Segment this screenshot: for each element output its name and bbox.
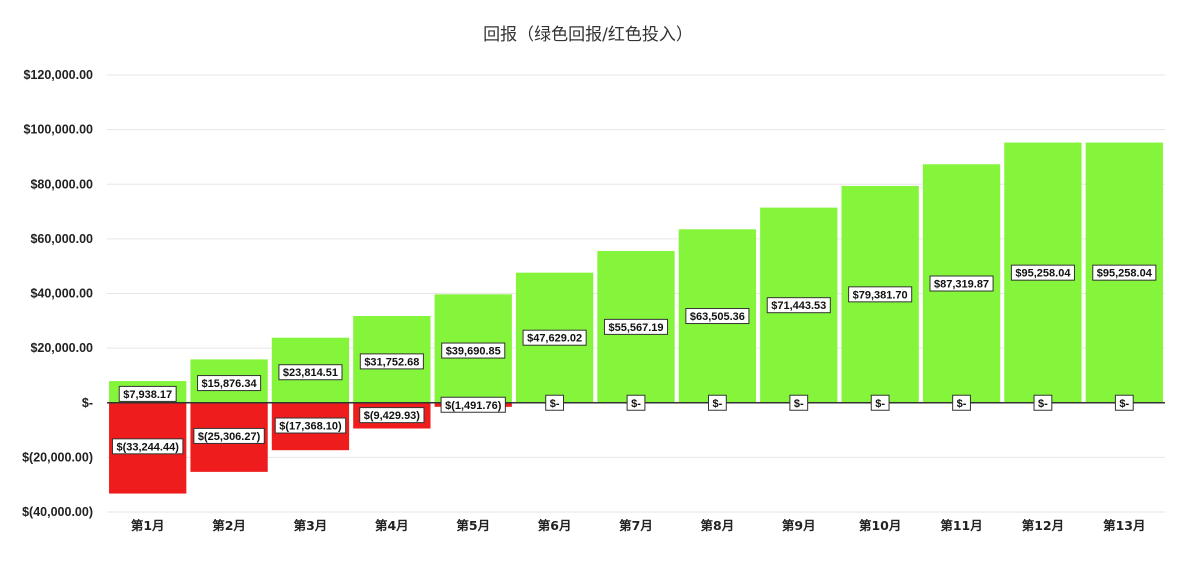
data-label-box (1114, 394, 1134, 411)
data-label: $79,381.70 (853, 289, 908, 301)
data-label-box (118, 385, 177, 402)
y-tick-label: $40,000.00 (30, 287, 93, 301)
data-label-box (440, 396, 506, 413)
y-tick-label: $100,000.00 (23, 123, 93, 137)
data-label: $63,505.36 (690, 311, 745, 323)
data-label-box (789, 394, 809, 411)
data-label-box (359, 407, 425, 424)
data-label-box (952, 394, 971, 411)
data-label-box (274, 417, 347, 434)
data-label-box (278, 364, 343, 381)
data-label-box (766, 297, 831, 314)
data-label: $55,567.19 (608, 322, 663, 334)
data-label-box (545, 394, 565, 411)
x-tick-label: 第9月 (782, 518, 816, 533)
x-tick-label: 第12月 (1022, 518, 1064, 533)
data-label: $15,876.34 (202, 378, 258, 390)
data-label: $(9,429.93) (364, 410, 421, 422)
data-label: $- (1038, 398, 1048, 410)
data-label-box (870, 394, 890, 411)
data-label-box (441, 342, 506, 359)
data-label: $(33,244.44) (116, 441, 179, 453)
data-label: $(1,491.76) (445, 400, 502, 412)
data-label-box (359, 353, 424, 370)
data-label-box (522, 329, 587, 346)
data-label: $39,690.85 (446, 346, 501, 358)
data-label-box (1010, 264, 1075, 281)
data-label: $7,938.17 (123, 389, 172, 401)
data-label-box (1092, 264, 1157, 281)
data-label: $- (957, 398, 967, 410)
x-tick-label: 第4月 (375, 518, 409, 533)
data-label-box (929, 275, 994, 292)
y-axis-tick-labels: $120,000.00 $100,000.00 $80,000.00 $60,000.… (22, 68, 93, 519)
y-tick-label: $60,000.00 (30, 232, 93, 246)
data-label: $95,258.04 (1097, 268, 1153, 280)
y-tick-label: $(40,000.00) (22, 505, 93, 519)
data-label: $23,814.51 (283, 367, 338, 379)
data-label-box (685, 308, 750, 325)
data-label: $- (1119, 398, 1129, 410)
data-labels: $7,938.17 $(33,244.44) $15,876.34 $(25,306.… (111, 264, 1157, 455)
x-tick-label: 第8月 (701, 518, 735, 533)
x-tick-label: 第11月 (940, 518, 982, 533)
data-label: $- (794, 398, 804, 410)
data-label: $95,258.04 (1015, 268, 1071, 280)
data-label-box (1033, 394, 1053, 411)
data-label: $31,752.68 (364, 356, 419, 368)
y-tick-label: $20,000.00 (30, 341, 93, 355)
x-tick-label: 第10月 (859, 518, 901, 533)
x-tick-label: 第2月 (212, 518, 246, 533)
data-label: $47,629.02 (527, 333, 582, 345)
bars (109, 142, 1163, 494)
data-label: $(17,368.10) (279, 421, 342, 433)
chart-title: 回报（绿色回报/红色投入） (483, 25, 693, 45)
y-tick-label: $- (82, 396, 93, 410)
data-label: $- (631, 398, 641, 410)
x-tick-label: 第13月 (1103, 518, 1145, 533)
x-tick-label: 第6月 (538, 518, 572, 533)
data-label-box (848, 286, 913, 303)
data-label: $87,319.87 (934, 279, 989, 291)
data-label-box (707, 394, 727, 411)
data-label: $- (875, 398, 885, 410)
data-label: $- (712, 398, 722, 410)
y-tick-label: $(20,000.00) (22, 450, 93, 464)
x-tick-label: 第7月 (619, 518, 653, 533)
x-tick-label: 第5月 (456, 518, 490, 533)
data-label: $- (550, 398, 560, 410)
data-label-box (626, 394, 646, 411)
data-label-box (197, 375, 262, 392)
x-tick-label: 第1月 (131, 518, 165, 533)
data-label-box (111, 438, 184, 455)
data-label-box (193, 427, 265, 444)
data-label-box (603, 318, 669, 335)
y-tick-label: $80,000.00 (30, 177, 93, 191)
x-axis-tick-labels: 第1月 第2月 第3月 第4月 第5月 第6月 第7月 第8月 第9月 第10月 第11月 第12月 第… (131, 518, 1146, 533)
y-tick-label: $120,000.00 (23, 68, 93, 82)
x-tick-label: 第3月 (294, 518, 328, 533)
data-label: $(25,306.27) (198, 431, 261, 443)
data-label: $71,443.53 (771, 300, 826, 312)
